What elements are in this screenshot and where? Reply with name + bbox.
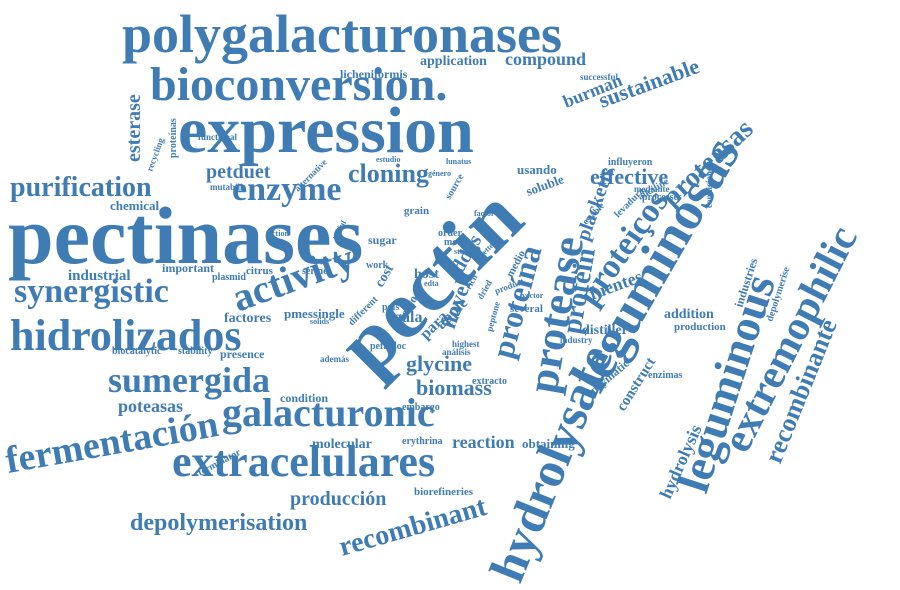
word-grain: grain [404,205,429,217]
word-reaction: reaction [452,432,515,452]
word-effective: effective [590,164,668,189]
word-molecular: molecular [312,437,372,452]
word-sumergida: sumergida [108,360,270,400]
word-enzimas: enzimas [648,370,683,381]
word-pectinases: pectinases [8,190,363,281]
word-most: most [444,237,465,248]
word-factores: factores [224,311,272,326]
word-esterase: esterase [123,94,145,162]
word-industry: industry [560,335,593,345]
word-synergistic: synergistic [14,273,169,310]
word-erythrina: erythrina [402,436,443,447]
word-successful: successful [580,72,618,82]
word-sugar: sugar [368,233,397,247]
word-estudio: estudio [376,155,400,164]
word-purification: purification [10,172,152,203]
word-action: action [268,229,289,238]
word-edta: edta [424,279,439,288]
word-stability: stability [178,346,212,357]
word-embargo: embargo [402,402,440,413]
word-produccion: producción [290,488,386,510]
word-factor: factor [474,209,495,218]
word-glycine: glycine [406,351,472,376]
word-distiller: distiller [582,323,628,338]
word-analisis: análisis [442,347,471,357]
word-chemical: chemical [110,198,159,213]
word-licheniformis: licheniformis [340,67,408,81]
word-hidrolizados: hidrolizados [10,311,241,360]
word-host: host [414,267,439,282]
word-influyeron: influyeron [608,157,653,168]
word-serine: serine [302,266,328,277]
word-proteinas: proteínas [168,118,179,158]
word-obtaining: obtaining [522,436,575,451]
word-biomass: biomass [416,375,492,400]
word-gala: gala [394,309,422,326]
word-several: several [510,303,543,315]
word-bioconversion: bioconversion. [150,58,447,111]
word-vector: vector [522,291,544,300]
word-work: work [366,260,389,271]
word-cloning: cloning [348,159,429,188]
word-citrus: citrus [246,265,274,277]
word-application: application [420,54,487,69]
word-poteasas: poteasas [118,396,183,416]
word-polygalacturonases: polygalacturonases [122,4,562,64]
word-expression: expression [178,94,474,167]
word-production: production [674,321,726,333]
word-pefabloc: pefabloc [370,341,407,352]
word-order: order [438,228,462,239]
word-plasmid: plasmid [212,272,246,283]
word-important: important [162,261,214,275]
word-depolymerisation: depolymerisation [130,510,307,536]
word-galacturonic: galacturonic [222,390,435,435]
word-usando: usando [517,162,557,177]
word-solids: solids [310,317,329,326]
word-genero: género [428,169,451,178]
word-ademas: además [320,354,349,364]
word-condiciones: condiciones [704,163,714,208]
word-lunatus: lunatus [446,157,471,166]
word-study: study [454,247,473,256]
word-addition: addition [664,307,714,322]
word-biocatalytic: biocatalytic [112,346,162,357]
word-compound: compound [505,49,586,69]
word-extracto: extracto [472,376,507,387]
word-highest: highest [452,339,480,349]
word-pgls: pgls [382,302,399,313]
word-extracelulares: extracelulares [172,437,435,486]
word-functional: functional [198,132,238,142]
word-pmessingle: pmessingle [284,306,345,321]
word-biorefineries: biorefineries [414,486,474,498]
word-condition: condition [280,391,328,405]
word-mediante: mediante [634,184,670,194]
word-presence: presence [220,347,265,361]
word-recycling: recycling [144,136,165,173]
word-processes: processes [642,192,682,203]
word-industrial: industrial [68,268,131,284]
word-petduet: petduet [206,161,271,183]
word-enzyme: enzyme [232,171,342,208]
word-mutabilis: mutabilis [210,182,247,192]
